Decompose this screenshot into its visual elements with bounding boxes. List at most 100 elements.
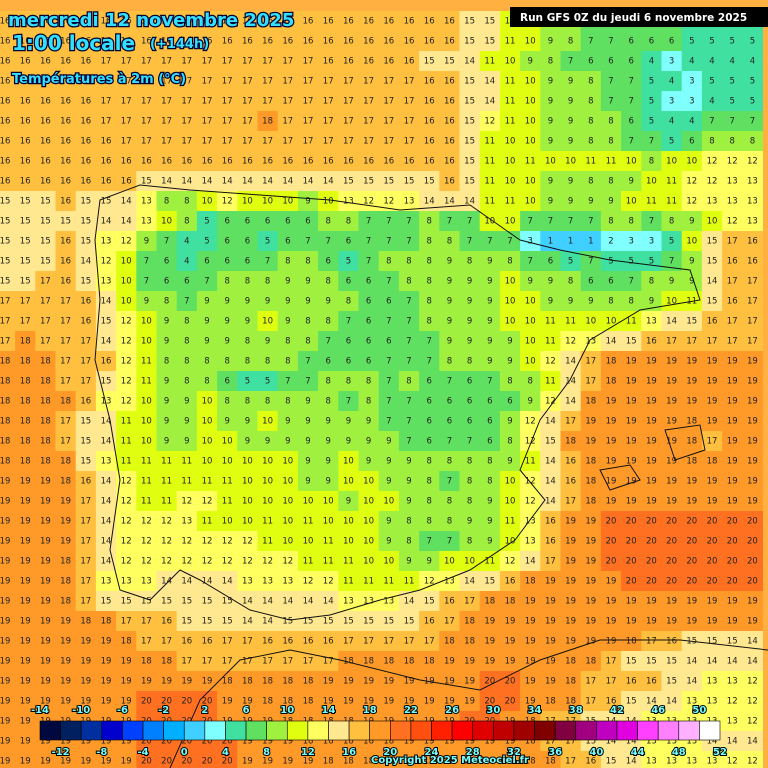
temperature-cell — [439, 251, 460, 272]
temperature-value: 8 — [285, 257, 290, 267]
temperature-cell — [196, 171, 218, 192]
temperature-cell — [641, 331, 662, 352]
temperature-value: 19 — [686, 397, 697, 407]
temperature-value: 16 — [40, 157, 51, 167]
temperature-cell — [136, 331, 157, 352]
temperature-cell — [560, 351, 582, 372]
temperature-value: 19 — [727, 617, 738, 627]
temperature-value: 11 — [585, 157, 596, 167]
temperature-cell — [520, 51, 541, 72]
map-date: mercredi 12 novembre 2025 — [8, 10, 294, 31]
legend-swatch — [513, 720, 535, 741]
temperature-cell — [439, 91, 460, 112]
temperature-value: 19 — [585, 597, 596, 607]
temperature-value: 19 — [686, 357, 697, 367]
temperature-value: 18 — [545, 697, 556, 707]
temperature-value: 18 — [585, 397, 596, 407]
temperature-value: 9 — [245, 437, 250, 447]
temperature-value: 19 — [101, 657, 112, 667]
temperature-value: 19 — [727, 437, 738, 447]
temperature-cell — [358, 371, 380, 392]
temperature-cell — [742, 211, 763, 232]
temperature-cell — [540, 271, 561, 292]
temperature-value: 19 — [80, 677, 91, 687]
legend-swatch — [554, 720, 577, 741]
temperature-value: 6 — [628, 57, 633, 67]
temperature-value: 16 — [222, 157, 233, 167]
temperature-value: 18 — [60, 577, 71, 587]
temperature-value: 17 — [727, 337, 738, 347]
temperature-cell — [378, 191, 400, 212]
temperature-cell — [378, 371, 400, 392]
temperature-value: 19 — [383, 677, 394, 687]
temperature-cell — [75, 171, 97, 192]
temperature-value: 19 — [545, 577, 556, 587]
temperature-value: 15 — [343, 617, 354, 627]
temperature-value: 8 — [669, 217, 674, 227]
temperature-cell — [681, 371, 703, 392]
temperature-value: 20 — [686, 577, 697, 587]
temperature-cell — [297, 271, 319, 292]
temperature-cell — [479, 131, 501, 152]
temperature-cell — [499, 171, 521, 192]
temperature-value: 17 — [747, 297, 758, 307]
temperature-value: 16 — [101, 177, 112, 187]
temperature-cell — [600, 111, 622, 132]
temperature-cell — [499, 31, 521, 52]
temperature-value: 8 — [447, 457, 452, 467]
temperature-cell — [297, 331, 319, 352]
temperature-cell — [0, 291, 16, 312]
temperature-value: 18 — [686, 417, 697, 427]
temperature-cell — [398, 31, 420, 52]
temperature-value: 13 — [727, 197, 738, 207]
temperature-cell — [479, 251, 501, 272]
temperature-cell — [257, 311, 279, 332]
temperature-value: 18 — [363, 657, 374, 667]
temperature-value: 1 — [588, 237, 593, 247]
temperature-value: 17 — [747, 277, 758, 287]
temperature-value: 16 — [323, 17, 334, 27]
temperature-value: 19 — [747, 617, 758, 627]
temperature-value: 11 — [262, 517, 273, 527]
temperature-value: 19 — [565, 617, 576, 627]
temperature-value: 7 — [467, 437, 472, 447]
temperature-value: 14 — [565, 397, 576, 407]
temperature-value: 19 — [727, 477, 738, 487]
temperature-cell — [237, 271, 258, 292]
temperature-value: 11 — [666, 177, 677, 187]
temperature-value: 19 — [0, 537, 10, 547]
temperature-value: 17 — [101, 97, 112, 107]
temperature-value: 17 — [242, 117, 253, 127]
temperature-value: 10 — [525, 197, 536, 207]
temperature-cell — [560, 31, 582, 52]
temperature-cell — [419, 51, 440, 72]
temperature-cell — [217, 231, 238, 252]
temperature-value: 8 — [305, 257, 310, 267]
temperature-value: 19 — [545, 637, 556, 647]
temperature-value: 11 — [121, 457, 132, 467]
temperature-cell — [459, 91, 481, 112]
temperature-value: 9 — [527, 277, 532, 287]
temperature-value: 10 — [262, 417, 273, 427]
temperature-cell — [560, 91, 582, 112]
temperature-cell — [176, 211, 198, 232]
temperature-value: 10 — [323, 517, 334, 527]
temperature-value: 20 — [666, 517, 677, 527]
temperature-cell — [0, 271, 16, 292]
temperature-cell — [722, 91, 743, 112]
temperature-value: 15 — [464, 77, 475, 87]
temperature-cell — [0, 131, 16, 152]
temperature-cell — [318, 31, 339, 52]
temperature-value: 9 — [325, 417, 330, 427]
temperature-cell — [681, 311, 703, 332]
temperature-value: 10 — [222, 517, 233, 527]
temperature-cell — [398, 211, 420, 232]
temperature-value: 3 — [689, 77, 694, 87]
temperature-value: 7 — [568, 57, 573, 67]
temperature-value: 13 — [242, 577, 253, 587]
temperature-cell — [0, 331, 16, 352]
temperature-value: 16 — [424, 137, 435, 147]
temperature-value: 9 — [245, 417, 250, 427]
temperature-value: 16 — [20, 57, 31, 67]
temperature-cell — [398, 51, 420, 72]
